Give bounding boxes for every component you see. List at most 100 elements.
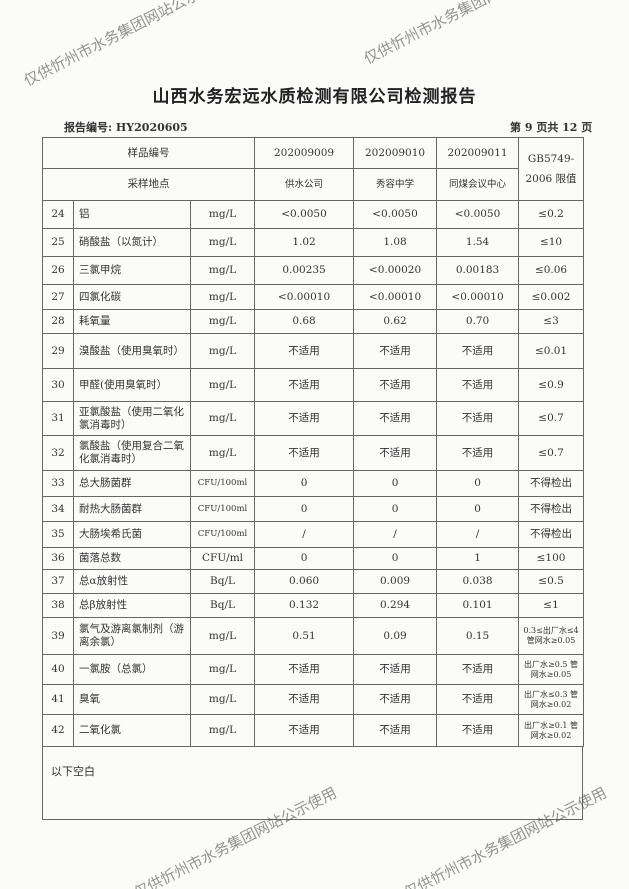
item-name: 氯酸盐（使用复合二氧化氯消毒时） [73, 435, 191, 471]
value-3: 不适用 [436, 654, 520, 685]
limit: ≤0.2 [518, 200, 585, 229]
value-2: 0.009 [353, 569, 438, 594]
unit: CFU/ml [189, 547, 256, 570]
item-name: 四氯化碳 [73, 284, 191, 310]
unit: mg/L [189, 684, 256, 715]
row-number: 33 [42, 470, 74, 497]
table-row: 37 总α放射性 Bq/L 0.060 0.009 0.038 ≤0.5 [42, 569, 585, 594]
item-name: 三氯甲烷 [73, 256, 191, 285]
row-number: 41 [42, 684, 74, 715]
item-name: 总α放射性 [73, 569, 191, 594]
row-number: 28 [42, 309, 74, 334]
item-name: 二氧化氯 [73, 714, 191, 747]
unit: mg/L [189, 200, 256, 229]
limit: 出厂水≥0.5 管网水≥0.05 [518, 654, 585, 685]
value-3: 不适用 [436, 401, 520, 436]
value-1: 0 [254, 470, 355, 497]
value-2: 不适用 [353, 684, 438, 715]
value-1: 不适用 [254, 435, 355, 471]
value-3: 0.70 [436, 309, 520, 334]
row-number: 36 [42, 547, 74, 570]
limit: ≤0.9 [518, 368, 585, 402]
table-row: 25 硝酸盐（以氮计） mg/L 1.02 1.08 1.54 ≤10 [42, 228, 585, 257]
unit: mg/L [189, 256, 256, 285]
limit: 0.3≤出厂水≤4 管网水≥0.05 [518, 617, 585, 655]
limit: 出厂水≥0.1 管网水≥0.02 [518, 714, 585, 747]
table-row: 42 二氧化氯 mg/L 不适用 不适用 不适用 出厂水≥0.1 管网水≥0.02 [42, 714, 585, 747]
table-row: 32 氯酸盐（使用复合二氧化氯消毒时） mg/L 不适用 不适用 不适用 ≤0.7 [42, 435, 585, 471]
site-2: 秀容中学 [353, 168, 438, 201]
unit: mg/L [189, 617, 256, 655]
limit: ≤0.5 [518, 569, 585, 594]
value-2: 不适用 [353, 714, 438, 747]
unit: mg/L [189, 368, 256, 402]
notes-box: 以下空白 [42, 747, 583, 820]
value-2: 不适用 [353, 333, 438, 369]
unit: mg/L [189, 654, 256, 685]
row-number: 32 [42, 435, 74, 471]
value-1: <0.0050 [254, 200, 355, 229]
item-name: 菌落总数 [73, 547, 191, 570]
notes-text: 以下空白 [51, 765, 95, 778]
value-3: 0.038 [436, 569, 520, 594]
value-1: 0 [254, 547, 355, 570]
value-2: 不适用 [353, 654, 438, 685]
report-body: 样品编号 202009009 202009010 202009011 GB574… [41, 137, 585, 820]
value-1: 0.00235 [254, 256, 355, 285]
value-1: 不适用 [254, 368, 355, 402]
value-3: 0.00183 [436, 256, 520, 285]
sample-no-2: 202009010 [353, 137, 438, 169]
item-name: 铝 [73, 200, 191, 229]
page-number: 第 9 页共 12 页 [510, 121, 593, 134]
limit-header: GB5749-2006 限值 [518, 137, 585, 201]
table-row: 33 总大肠菌群 CFU/100ml 0 0 0 不得检出 [42, 470, 585, 497]
site-1: 供水公司 [254, 168, 355, 201]
value-3: 不适用 [436, 368, 520, 402]
limit: ≤0.06 [518, 256, 585, 285]
value-2: <0.00010 [353, 284, 438, 310]
unit: mg/L [189, 284, 256, 310]
watermark-text: 仅供忻州市水务集团网站公示使用 [360, 0, 570, 68]
item-name: 总β放射性 [73, 593, 191, 618]
value-2: 0.294 [353, 593, 438, 618]
value-1: / [254, 521, 355, 548]
value-1: <0.00010 [254, 284, 355, 310]
table-row: 41 臭氧 mg/L 不适用 不适用 不适用 出厂水≤0.3 管网水≥0.02 [42, 684, 585, 715]
value-2: 0.62 [353, 309, 438, 334]
row-number: 25 [42, 228, 74, 257]
value-3: 不适用 [436, 435, 520, 471]
value-3: <0.0050 [436, 200, 520, 229]
value-3: <0.00010 [436, 284, 520, 310]
value-1: 1.02 [254, 228, 355, 257]
unit: mg/L [189, 714, 256, 747]
limit: ≤3 [518, 309, 585, 334]
limit: ≤1 [518, 593, 585, 618]
row-number: 29 [42, 333, 74, 369]
limit: ≤0.01 [518, 333, 585, 369]
unit: CFU/100ml [189, 496, 256, 522]
row-number: 35 [42, 521, 74, 548]
value-3: 0.101 [436, 593, 520, 618]
item-name: 耐热大肠菌群 [73, 496, 191, 522]
item-name: 臭氧 [73, 684, 191, 715]
item-name: 耗氧量 [73, 309, 191, 334]
value-3: 0.15 [436, 617, 520, 655]
limit: 不得检出 [518, 470, 585, 497]
watermark-text: 仅供忻州市水务集团网站公示使用 [20, 0, 230, 90]
unit: mg/L [189, 309, 256, 334]
results-table: 样品编号 202009009 202009010 202009011 GB574… [41, 137, 585, 747]
value-2: 不适用 [353, 435, 438, 471]
item-name: 总大肠菌群 [73, 470, 191, 497]
item-name: 甲醛(使用臭氧时） [73, 368, 191, 402]
value-3: 不适用 [436, 684, 520, 715]
unit: mg/L [189, 228, 256, 257]
item-name: 硝酸盐（以氮计） [73, 228, 191, 257]
value-1: 0 [254, 496, 355, 522]
item-name: 大肠埃希氏菌 [73, 521, 191, 548]
value-1: 0.68 [254, 309, 355, 334]
value-1: 不适用 [254, 333, 355, 369]
unit: mg/L [189, 401, 256, 436]
value-2: 不适用 [353, 368, 438, 402]
value-1: 不适用 [254, 684, 355, 715]
item-name: 溴酸盐（使用臭氧时） [73, 333, 191, 369]
